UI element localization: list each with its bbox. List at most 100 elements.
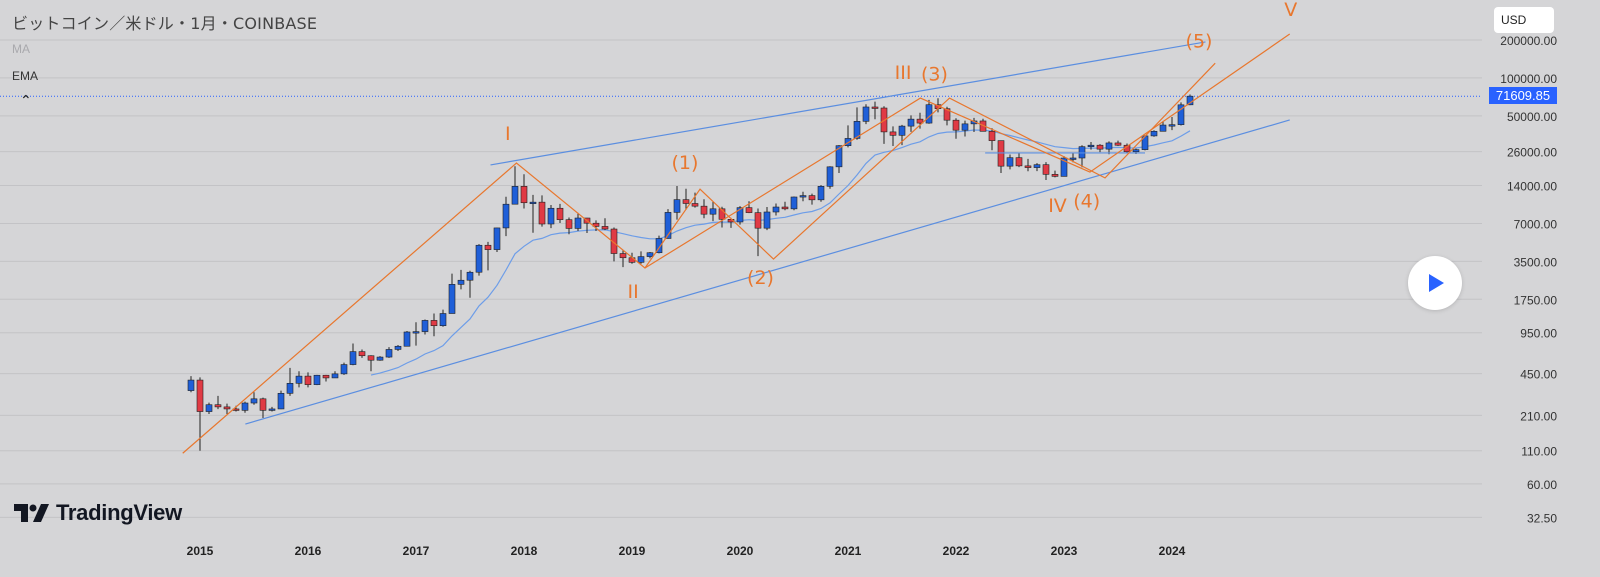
time-axis[interactable]: 2015 2016 2017 2018 2019 2020 2021 2022 2023 2024: [187, 544, 1186, 558]
wave-label: I: [505, 123, 511, 145]
candle: [1177, 102, 1185, 126]
x-tick-label: 2017: [403, 544, 430, 558]
candle-body: [1087, 144, 1095, 147]
y-tick-label: 3500.00: [1514, 255, 1558, 269]
candle-body: [655, 238, 663, 254]
candle-body: [1150, 130, 1158, 137]
candle-body: [439, 313, 447, 327]
candle-body: [754, 212, 762, 229]
candle-body: [709, 208, 717, 215]
candle: [277, 390, 285, 410]
candle: [241, 401, 249, 413]
candle: [556, 203, 564, 224]
candle-body: [277, 393, 285, 410]
candle-body: [871, 106, 879, 109]
candle-body: [187, 379, 195, 391]
candle-body: [313, 374, 321, 385]
candle: [826, 166, 834, 189]
y-tick-label: 950.00: [1520, 327, 1557, 341]
candle-body: [736, 207, 744, 223]
elliott-wave-lines[interactable]: [182, 33, 1291, 454]
y-tick-label: 26000.00: [1507, 146, 1557, 160]
y-tick-label: 100000.00: [1500, 72, 1557, 86]
currency-selector[interactable]: USD: [1494, 7, 1554, 33]
candle: [313, 374, 321, 386]
candle: [637, 251, 645, 264]
price-axis[interactable]: 200000.00 100000.00 50000.00 26000.00 14000.…: [1500, 34, 1557, 525]
candle: [601, 218, 609, 231]
tradingview-logo[interactable]: TradingView: [14, 500, 182, 526]
x-tick-label: 2015: [187, 544, 214, 558]
primary-wave-path[interactable]: [182, 33, 1291, 454]
y-tick-label: 110.00: [1521, 445, 1557, 459]
candle: [538, 195, 546, 227]
gridlines: [0, 39, 1482, 518]
y-tick-label: 60.00: [1527, 478, 1557, 492]
candle-body: [1159, 124, 1167, 132]
candle-body: [520, 186, 528, 204]
candle: [691, 192, 699, 208]
candle: [187, 376, 195, 393]
candle-body: [1015, 157, 1023, 167]
candle: [376, 356, 384, 361]
tradingview-logo-icon: [14, 504, 49, 522]
candle-body: [916, 118, 924, 124]
candle-body: [673, 199, 681, 213]
candle: [628, 252, 636, 264]
candle-body: [772, 206, 780, 213]
candle-body: [907, 118, 915, 127]
candle: [754, 208, 762, 257]
candle: [880, 106, 888, 144]
candle: [772, 203, 780, 216]
chevron-up-icon[interactable]: ⌃: [20, 92, 32, 108]
indicator-ema[interactable]: EMA: [12, 69, 39, 83]
x-tick-label: 2020: [727, 544, 754, 558]
candle-body: [394, 345, 402, 350]
candle: [484, 241, 492, 271]
candle: [286, 367, 294, 396]
candle-body: [304, 375, 312, 385]
candle: [709, 201, 717, 222]
candle-body: [1060, 157, 1068, 177]
candle-body: [952, 119, 960, 131]
candle-body: [691, 203, 699, 207]
candle-body: [862, 106, 870, 122]
candle-body: [448, 284, 456, 314]
indicator-ma[interactable]: MA: [12, 42, 30, 56]
play-icon: [1429, 274, 1444, 292]
candle: [475, 244, 483, 276]
candle-body: [466, 271, 474, 281]
candle-body: [961, 123, 969, 131]
trend-lines[interactable]: [245, 41, 1290, 425]
candle-body: [574, 217, 582, 229]
candle: [835, 145, 843, 173]
candle: [610, 227, 618, 262]
candle-body: [1033, 164, 1041, 168]
candle: [907, 115, 915, 132]
candle-body: [376, 356, 384, 361]
candle-body: [241, 402, 249, 411]
intermediate-wave-path[interactable]: [644, 62, 1216, 269]
candle: [259, 397, 267, 418]
candle-body: [790, 196, 798, 210]
candle: [925, 99, 933, 124]
y-tick-label: 14000.00: [1507, 180, 1557, 194]
trend-line[interactable]: [490, 41, 1206, 166]
play-button[interactable]: [1408, 256, 1462, 310]
candle: [574, 212, 582, 231]
wave-label: III: [895, 62, 912, 84]
wave-label: V: [1284, 0, 1297, 21]
candle: [457, 269, 465, 290]
y-tick-label: 450.00: [1520, 368, 1557, 382]
trend-line[interactable]: [245, 119, 1290, 425]
candle: [223, 403, 231, 415]
y-tick-label: 50000.00: [1507, 110, 1557, 124]
candle-body: [898, 125, 906, 136]
candles: [187, 94, 1194, 451]
candle-body: [565, 219, 573, 229]
wave-label: II: [627, 281, 638, 303]
symbol-title[interactable]: ビットコイン／米ドル・1月・COINBASE: [12, 14, 318, 33]
candle-body: [1132, 149, 1140, 153]
